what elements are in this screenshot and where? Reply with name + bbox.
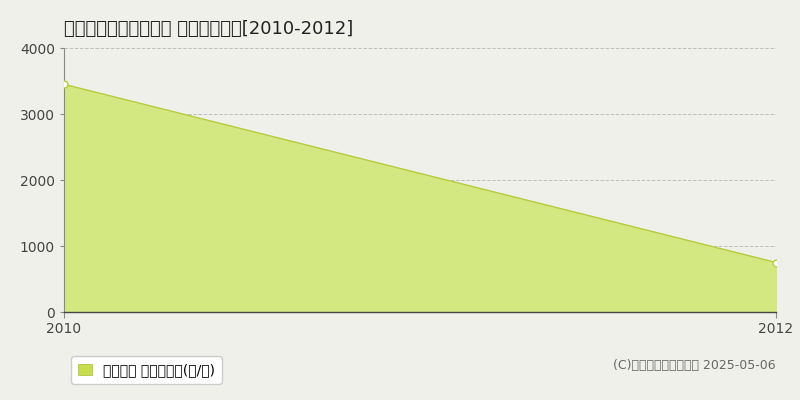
Legend: 林地価格 平均坪単価(円/坪): 林地価格 平均坪単価(円/坪) — [71, 356, 222, 384]
Text: 秩父郡東秩父村大内沢 林地価格推移[2010-2012]: 秩父郡東秩父村大内沢 林地価格推移[2010-2012] — [64, 20, 354, 38]
Text: (C)土地価格ドットコム 2025-05-06: (C)土地価格ドットコム 2025-05-06 — [614, 359, 776, 372]
